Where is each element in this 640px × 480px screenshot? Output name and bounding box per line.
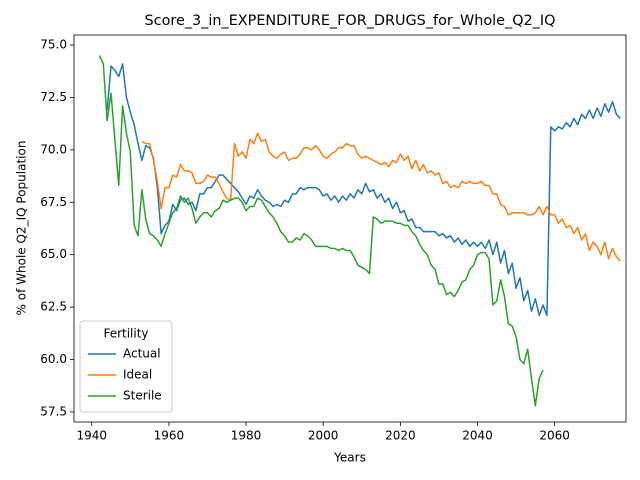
x-axis-label: Years [333,451,366,465]
x-tick-label: 2040 [462,429,493,443]
y-tick-label: 57.5 [40,404,67,418]
x-tick-label: 1940 [76,429,107,443]
y-tick-label: 72.5 [40,90,67,104]
legend-label: Actual [123,347,161,361]
legend-box [79,320,173,413]
y-axis-label: % of Whole Q2_IQ Population [15,141,29,316]
legend-label: Ideal [123,368,152,382]
chart-title: Score_3_in_EXPENDITURE_FOR_DRUGS_for_Who… [145,13,556,29]
y-tick-label: 65.0 [40,247,67,261]
x-tick-label: 2020 [385,429,416,443]
x-tick-label: 2000 [308,429,339,443]
series-line [106,63,621,317]
y-tick-label: 60.0 [40,352,67,366]
x-tick-label: 1980 [231,429,262,443]
legend-title: Fertility [103,327,148,341]
y-tick-label: 67.5 [40,195,67,209]
legend-label: Sterile [123,389,162,403]
axes-frame [73,34,627,423]
x-tick-label: 2060 [539,429,570,443]
series-line [98,55,544,407]
y-tick-label: 70.0 [40,142,67,156]
y-tick-label: 75.0 [40,38,67,52]
y-tick-label: 62.5 [40,300,67,314]
x-tick-label: 1960 [154,429,185,443]
series-line [141,132,621,262]
